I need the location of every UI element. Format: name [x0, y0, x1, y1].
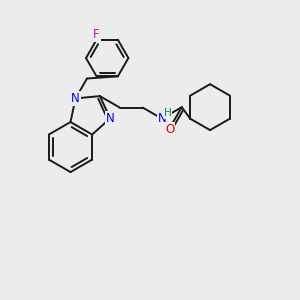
Text: O: O [165, 122, 174, 136]
Text: N: N [158, 112, 166, 125]
Text: N: N [71, 92, 80, 105]
Text: N: N [106, 112, 115, 125]
Text: F: F [93, 28, 100, 41]
Text: H: H [164, 108, 172, 118]
